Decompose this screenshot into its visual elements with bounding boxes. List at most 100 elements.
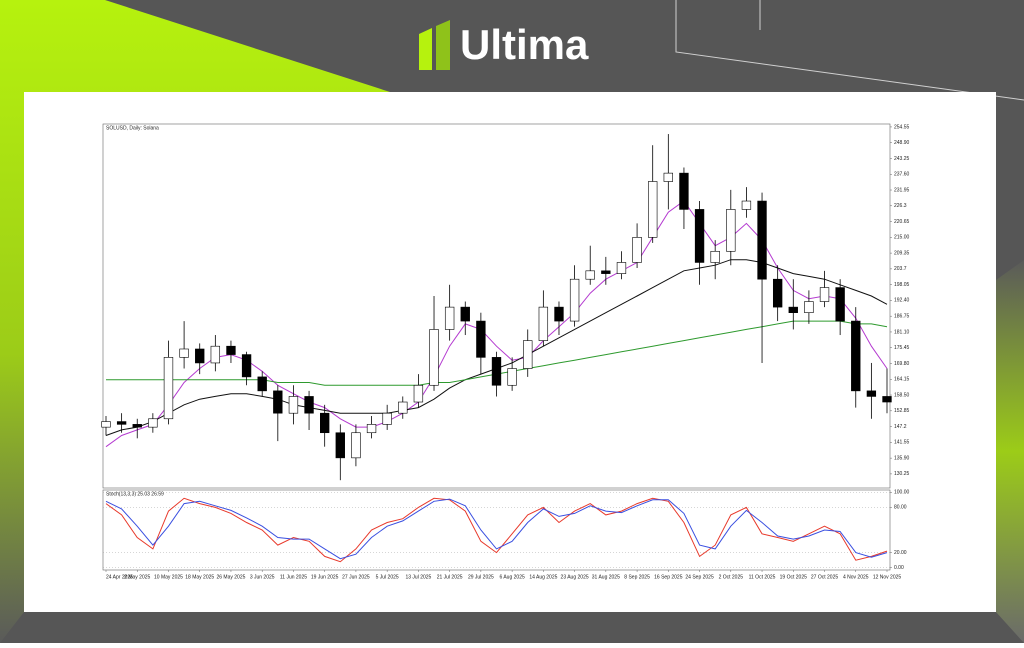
candle-body xyxy=(195,348,205,364)
candle-body xyxy=(460,306,470,322)
panel xyxy=(24,92,996,612)
candle-body xyxy=(851,320,861,392)
y-tick-label: 0.00 xyxy=(894,565,904,571)
y-tick-label: 226.3 xyxy=(894,203,907,209)
x-tick-label: 26 May 2025 xyxy=(216,574,245,580)
y-tick-label: 186.75 xyxy=(894,314,910,320)
candle-body xyxy=(741,200,752,210)
x-tick-label: 21 Jul 2025 xyxy=(437,574,463,580)
stoch-frame xyxy=(102,489,891,571)
candle-body xyxy=(163,357,174,420)
logo-icon xyxy=(419,28,432,70)
y-tick-label: 80.00 xyxy=(894,505,907,511)
x-tick-label: 3 Jun 2025 xyxy=(250,574,275,580)
x-tick-label: 5 Jul 2025 xyxy=(376,574,399,580)
x-tick-label: 23 Aug 2025 xyxy=(561,574,589,580)
line xyxy=(105,497,888,563)
brand: Ultima xyxy=(460,21,589,68)
line xyxy=(105,200,888,448)
candle-body xyxy=(413,384,424,403)
candle-body xyxy=(335,432,345,459)
x-tick-label: 10 May 2025 xyxy=(154,574,183,580)
candle-body xyxy=(585,270,595,280)
y-tick-label: 198.05 xyxy=(894,282,910,288)
x-tick-label: 18 May 2025 xyxy=(185,574,214,580)
x-tick-label: 6 Aug 2025 xyxy=(499,574,525,580)
x-tick-label: 11 Jun 2025 xyxy=(280,574,307,580)
lime-band xyxy=(0,0,390,643)
x-tick-label: 31 Aug 2025 xyxy=(592,574,620,580)
y-tick-label: 147.2 xyxy=(894,424,907,430)
y-tick-label: 220.65 xyxy=(894,219,910,225)
x-tick-label: 12 Nov 2025 xyxy=(873,574,902,580)
x-tick-label: 27 Oct 2025 xyxy=(811,574,838,580)
x-tick-label: 24 Sep 2025 xyxy=(685,574,714,580)
y-tick-label: 130.25 xyxy=(894,471,910,477)
candle-body xyxy=(320,412,330,434)
y-tick-label: 141.55 xyxy=(894,440,910,446)
candle-body xyxy=(679,172,689,210)
candle-body xyxy=(569,278,580,322)
y-tick-label: 254.55 xyxy=(894,124,910,130)
candle-body xyxy=(491,357,502,386)
candle-body xyxy=(476,320,486,358)
candle-body xyxy=(804,301,814,313)
x-tick-label: 14 Aug 2025 xyxy=(529,574,557,580)
candle-body xyxy=(601,270,611,274)
y-tick-label: 175.45 xyxy=(894,345,910,351)
y-tick-label: 135.90 xyxy=(894,455,910,461)
candle-body xyxy=(757,200,767,280)
candle-body xyxy=(819,287,830,302)
y-tick-label: 152.85 xyxy=(894,408,910,414)
candle-body xyxy=(507,368,517,386)
candle-body xyxy=(101,421,111,428)
candle-body xyxy=(382,412,392,425)
candle-body xyxy=(694,209,705,263)
candle-body xyxy=(273,390,283,414)
lime-band-right xyxy=(996,260,1024,643)
y-tick-label: 231.95 xyxy=(894,187,910,193)
x-tick-label: 2 Oct 2025 xyxy=(719,574,744,580)
x-tick-label: 19 Oct 2025 xyxy=(780,574,807,580)
candle-body xyxy=(726,209,736,252)
y-tick-label: 164.15 xyxy=(894,377,910,383)
x-tick-label: 24 Apr 2025 xyxy=(106,574,133,580)
y-tick-label: 243.25 xyxy=(894,156,910,162)
y-tick-label: 203.7 xyxy=(894,266,907,272)
x-tick-label: 11 Oct 2025 xyxy=(749,574,776,580)
candle-body xyxy=(179,348,189,358)
candle-body xyxy=(882,396,892,403)
candle-body xyxy=(444,306,455,330)
y-tick-label: 248.90 xyxy=(894,140,910,146)
candle-body xyxy=(226,345,236,355)
stoch-title: Stoch(13,3,3) 25.03 26.59 xyxy=(106,491,164,497)
x-tick-label: 27 Jun 2025 xyxy=(342,574,370,580)
x-tick-label: 13 Jul 2025 xyxy=(405,574,431,580)
candle-body xyxy=(523,340,533,369)
candle-body xyxy=(241,354,252,378)
candle-body xyxy=(210,345,221,364)
candle-body xyxy=(304,396,314,414)
plot-frame xyxy=(102,123,891,489)
candle-body xyxy=(788,306,798,313)
y-tick-label: 181.10 xyxy=(894,329,910,335)
y-tick-label: 209.35 xyxy=(894,250,910,256)
chart-title: SOLUSD, Daily: Solana xyxy=(106,125,159,131)
y-tick-label: 192.40 xyxy=(894,298,910,304)
candle-body xyxy=(710,250,720,263)
candle-body xyxy=(866,390,877,397)
candle-body xyxy=(288,396,299,414)
x-tick-label: 2 May 2025 xyxy=(124,574,150,580)
y-tick-label: 158.50 xyxy=(894,392,910,398)
candle-body xyxy=(632,237,642,263)
candle-body xyxy=(663,172,673,182)
candle-body xyxy=(538,306,549,341)
x-tick-label: 4 Nov 2025 xyxy=(843,574,869,580)
candle-body xyxy=(366,424,377,434)
x-tick-label: 8 Sep 2025 xyxy=(624,574,650,580)
logo-icon xyxy=(436,20,450,70)
candle-body xyxy=(648,181,658,238)
candle-body xyxy=(429,329,439,386)
x-tick-label: 16 Sep 2025 xyxy=(654,574,683,580)
